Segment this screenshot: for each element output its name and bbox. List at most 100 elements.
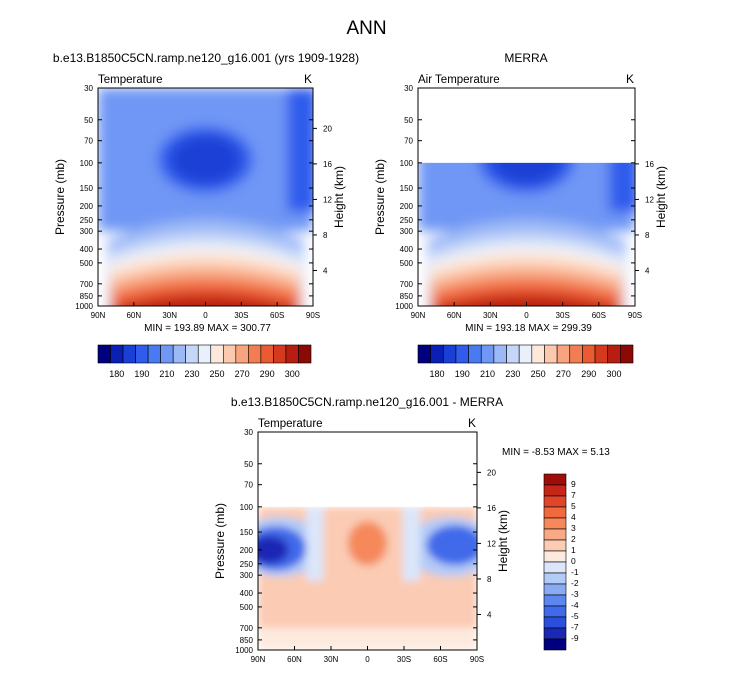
colorbar-label: 190 xyxy=(455,369,470,379)
y-tick-label: 200 xyxy=(240,546,254,555)
min-max-label: MIN = -8.53 MAX = 5.13 xyxy=(502,447,610,458)
colorbar-swatch xyxy=(543,473,567,486)
colorbar-swatch xyxy=(197,344,212,364)
y2-tick-label: 4 xyxy=(487,610,492,619)
diff-fill xyxy=(347,521,388,566)
x-tick-label: 90N xyxy=(91,311,106,320)
colorbar-label: -9 xyxy=(571,633,579,643)
y-tick-label: 250 xyxy=(80,216,94,225)
y2-tick-label: 20 xyxy=(487,468,496,477)
colorbar-swatch xyxy=(543,539,567,552)
panel-title: MERRA xyxy=(504,51,547,65)
y-axis-label: Pressure (mb) xyxy=(53,159,67,235)
min-max-label: MIN = 193.89 MAX = 300.77 xyxy=(144,323,271,334)
colorbar-swatch xyxy=(543,627,567,640)
colorbar-swatch xyxy=(518,344,533,364)
colorbar-swatch xyxy=(160,344,174,364)
colorbar-swatch xyxy=(122,344,136,364)
diff-fill xyxy=(258,627,477,650)
colorbar-swatch xyxy=(506,344,520,364)
y-tick-label: 400 xyxy=(240,589,254,598)
y-tick-label: 1000 xyxy=(235,646,253,655)
colorbar-swatch xyxy=(417,344,431,364)
y-tick-label: 300 xyxy=(80,227,94,236)
colorbar-swatch xyxy=(110,344,124,364)
y-tick-label: 70 xyxy=(244,481,253,490)
colorbar-label: 300 xyxy=(285,369,300,379)
y-tick-label: 200 xyxy=(80,202,94,211)
colorbar-label: 0 xyxy=(571,556,576,566)
colorbar-swatch xyxy=(185,344,199,364)
colorbar-swatch xyxy=(582,344,596,364)
colorbar-swatch xyxy=(543,605,567,618)
colorbar-swatch xyxy=(248,344,262,364)
y-tick-label: 1000 xyxy=(395,302,413,311)
colorbar-label: 210 xyxy=(480,369,495,379)
colorbar-swatch xyxy=(235,344,249,364)
y-tick-label: 500 xyxy=(80,259,94,268)
colorbar-swatch xyxy=(493,344,507,364)
colorbar-swatch xyxy=(594,344,609,364)
colorbar-swatch xyxy=(147,344,161,364)
contour-field xyxy=(258,432,477,650)
variable-label: Temperature xyxy=(98,74,163,86)
temp-fill xyxy=(171,135,240,184)
diff-fill xyxy=(402,506,421,582)
x-tick-label: 0 xyxy=(524,311,529,320)
colorbar-label: 290 xyxy=(260,369,275,379)
units-label: K xyxy=(304,72,312,86)
x-tick-label: 90S xyxy=(470,655,484,664)
colorbar-swatch xyxy=(531,344,545,364)
temp-fill xyxy=(287,88,313,212)
x-tick-label: 60S xyxy=(433,655,447,664)
y2-tick-label: 8 xyxy=(323,231,328,240)
x-tick-label: 30S xyxy=(234,311,248,320)
contour-field xyxy=(98,88,313,306)
y-tick-label: 400 xyxy=(400,245,414,254)
colorbar-label: 180 xyxy=(429,369,444,379)
y-tick-label: 500 xyxy=(240,603,254,612)
colorbar-swatch xyxy=(543,561,567,574)
colorbar-label: 210 xyxy=(159,369,174,379)
y2-axis-label: Height (km) xyxy=(654,166,668,228)
colorbar-swatch xyxy=(210,344,224,364)
colorbar-label: 250 xyxy=(210,369,225,379)
variable-label: Air Temperature xyxy=(418,74,500,86)
x-tick-label: 90N xyxy=(411,311,426,320)
diff-fill xyxy=(258,535,289,564)
colorbar-swatch xyxy=(172,344,187,364)
y2-axis-label: Height (km) xyxy=(332,166,346,228)
y-tick-label: 400 xyxy=(80,245,94,254)
figure-title: ANN xyxy=(346,18,387,39)
colorbar-label: 190 xyxy=(134,369,149,379)
y-tick-label: 30 xyxy=(244,428,253,437)
y-tick-label: 100 xyxy=(80,159,94,168)
colorbar-swatch xyxy=(543,550,567,563)
x-tick-label: 60N xyxy=(287,655,302,664)
y2-axis-label: Height (km) xyxy=(496,510,510,572)
x-tick-label: 30N xyxy=(324,655,339,664)
diff-fill xyxy=(426,525,477,566)
y2-tick-label: 8 xyxy=(487,575,492,584)
colorbar-label: 300 xyxy=(607,369,622,379)
colorbar-label: 3 xyxy=(571,523,576,533)
colorbar-label: 230 xyxy=(184,369,199,379)
y-tick-label: 300 xyxy=(400,227,414,236)
y2-tick-label: 4 xyxy=(323,266,328,275)
colorbar-swatch xyxy=(543,638,567,651)
min-max-label: MIN = 193.18 MAX = 299.39 xyxy=(465,323,592,334)
y-tick-label: 30 xyxy=(84,84,93,93)
colorbar-label: -1 xyxy=(571,567,579,577)
colorbar-swatch xyxy=(97,344,111,364)
colorbar-label: 250 xyxy=(531,369,546,379)
colorbar-swatch xyxy=(543,484,567,497)
x-tick-label: 30S xyxy=(556,311,570,320)
x-tick-label: 90S xyxy=(306,311,320,320)
colorbar-label: 2 xyxy=(571,534,576,544)
y-axis-label: Pressure (mb) xyxy=(213,503,227,579)
colorbar-swatch xyxy=(273,344,287,364)
y2-tick-label: 16 xyxy=(487,504,496,513)
colorbar-label: -7 xyxy=(571,622,579,632)
colorbar-swatch xyxy=(543,517,567,530)
